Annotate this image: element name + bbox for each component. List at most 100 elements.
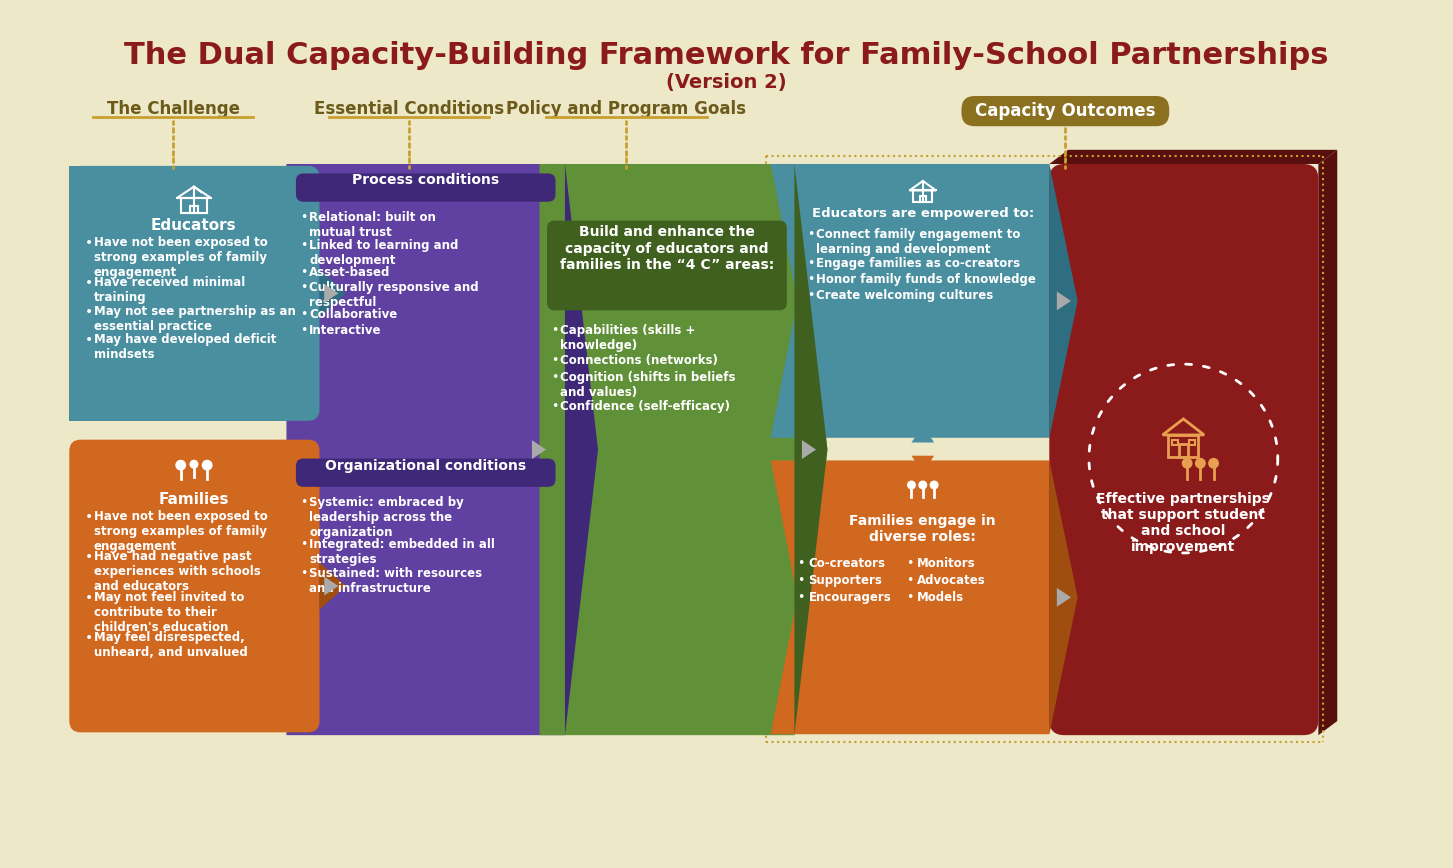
Circle shape bbox=[1196, 458, 1205, 468]
Text: Organizational conditions: Organizational conditions bbox=[324, 458, 526, 472]
Polygon shape bbox=[70, 166, 320, 421]
Text: Systemic: embraced by
leadership across the
organization: Systemic: embraced by leadership across … bbox=[309, 496, 464, 539]
Text: •: • bbox=[551, 371, 558, 384]
Text: •: • bbox=[299, 211, 307, 224]
Circle shape bbox=[1097, 372, 1270, 545]
Text: Have received minimal
training: Have received minimal training bbox=[94, 276, 246, 305]
Text: Connections (networks): Connections (networks) bbox=[561, 354, 718, 367]
Text: Families: Families bbox=[158, 491, 230, 507]
Text: Integrated: embedded in all
strategies: Integrated: embedded in all strategies bbox=[309, 538, 495, 566]
Text: •: • bbox=[299, 239, 307, 252]
Circle shape bbox=[1183, 458, 1191, 468]
Text: •: • bbox=[798, 556, 805, 569]
Text: •: • bbox=[905, 591, 912, 604]
Text: Collaborative: Collaborative bbox=[309, 308, 397, 321]
Text: (Version 2): (Version 2) bbox=[665, 74, 786, 92]
Text: •: • bbox=[299, 567, 307, 580]
Text: •: • bbox=[806, 228, 814, 241]
Polygon shape bbox=[539, 164, 827, 735]
Polygon shape bbox=[532, 440, 546, 459]
Text: May feel disrespected,
unheard, and unvalued: May feel disrespected, unheard, and unva… bbox=[94, 631, 247, 660]
Text: •: • bbox=[806, 273, 814, 286]
Text: •: • bbox=[84, 510, 93, 523]
Text: Have had negative past
experiences with schools
and educators: Have had negative past experiences with … bbox=[94, 550, 260, 593]
Text: Co-creators: Co-creators bbox=[808, 556, 885, 569]
Polygon shape bbox=[802, 440, 817, 459]
Polygon shape bbox=[1049, 150, 1337, 164]
Text: •: • bbox=[551, 354, 558, 367]
Text: Build and enhance the
capacity of educators and
families in the “4 C” areas:: Build and enhance the capacity of educat… bbox=[559, 226, 774, 272]
FancyBboxPatch shape bbox=[296, 458, 555, 487]
Polygon shape bbox=[324, 284, 339, 303]
Text: Sustained: with resources
and infrastructure: Sustained: with resources and infrastruc… bbox=[309, 567, 482, 595]
Text: •: • bbox=[84, 591, 93, 605]
Text: •: • bbox=[84, 333, 93, 347]
Text: •: • bbox=[84, 631, 93, 645]
Polygon shape bbox=[770, 164, 1078, 437]
Polygon shape bbox=[1318, 150, 1337, 735]
Text: Linked to learning and
development: Linked to learning and development bbox=[309, 239, 459, 266]
Text: Cognition (shifts in beliefs
and values): Cognition (shifts in beliefs and values) bbox=[561, 371, 735, 398]
Text: The Dual Capacity-Building Framework for Family-School Partnerships: The Dual Capacity-Building Framework for… bbox=[124, 42, 1328, 70]
Text: •: • bbox=[299, 538, 307, 551]
Text: •: • bbox=[299, 308, 307, 321]
Text: •: • bbox=[84, 550, 93, 564]
Text: Families engage in
diverse roles:: Families engage in diverse roles: bbox=[850, 514, 997, 544]
Text: •: • bbox=[299, 266, 307, 279]
Text: Create welcoming cultures: Create welcoming cultures bbox=[817, 288, 994, 301]
Text: •: • bbox=[84, 276, 93, 290]
Text: May not feel invited to
contribute to their
children's education: May not feel invited to contribute to th… bbox=[94, 591, 244, 634]
Text: May not see partnership as an
essential practice: May not see partnership as an essential … bbox=[94, 305, 296, 332]
Polygon shape bbox=[911, 456, 934, 473]
Text: •: • bbox=[806, 257, 814, 269]
Polygon shape bbox=[320, 562, 346, 609]
Text: Educators: Educators bbox=[151, 218, 237, 233]
Polygon shape bbox=[1056, 588, 1071, 607]
Polygon shape bbox=[795, 164, 827, 735]
Circle shape bbox=[918, 481, 927, 489]
Polygon shape bbox=[1056, 292, 1071, 311]
Text: •: • bbox=[798, 591, 805, 604]
Text: •: • bbox=[299, 324, 307, 337]
Circle shape bbox=[930, 481, 937, 489]
Polygon shape bbox=[911, 425, 934, 443]
Text: Have not been exposed to
strong examples of family
engagement: Have not been exposed to strong examples… bbox=[94, 510, 267, 553]
Text: Honor family funds of knowledge: Honor family funds of knowledge bbox=[817, 273, 1036, 286]
Text: Interactive: Interactive bbox=[309, 324, 382, 337]
Polygon shape bbox=[324, 576, 339, 595]
Text: Process conditions: Process conditions bbox=[352, 174, 498, 187]
Polygon shape bbox=[1049, 164, 1078, 437]
Circle shape bbox=[1209, 458, 1218, 468]
Text: Encouragers: Encouragers bbox=[808, 591, 891, 604]
Text: Connect family engagement to
learning and development: Connect family engagement to learning an… bbox=[817, 228, 1020, 256]
Text: Asset-based: Asset-based bbox=[309, 266, 391, 279]
Text: •: • bbox=[806, 288, 814, 301]
Text: Supporters: Supporters bbox=[808, 574, 882, 587]
FancyBboxPatch shape bbox=[70, 166, 320, 421]
FancyBboxPatch shape bbox=[296, 174, 555, 201]
FancyBboxPatch shape bbox=[962, 96, 1170, 126]
Text: Advocates: Advocates bbox=[917, 574, 987, 587]
Text: Essential Conditions: Essential Conditions bbox=[314, 100, 504, 118]
Polygon shape bbox=[320, 270, 346, 317]
Text: May have developed deficit
mindsets: May have developed deficit mindsets bbox=[94, 333, 276, 361]
Text: Models: Models bbox=[917, 591, 965, 604]
Text: Monitors: Monitors bbox=[917, 556, 976, 569]
Text: •: • bbox=[798, 574, 805, 587]
Circle shape bbox=[908, 481, 915, 489]
Text: Effective partnerships
that support student
and school
improvement: Effective partnerships that support stud… bbox=[1097, 491, 1270, 554]
Text: •: • bbox=[905, 556, 912, 569]
Polygon shape bbox=[1049, 460, 1078, 734]
Text: •: • bbox=[84, 305, 93, 319]
Polygon shape bbox=[770, 460, 1078, 734]
Text: Educators are empowered to:: Educators are empowered to: bbox=[812, 207, 1035, 220]
Text: •: • bbox=[905, 574, 912, 587]
FancyBboxPatch shape bbox=[1049, 164, 1318, 735]
Text: Culturally responsive and
respectful: Culturally responsive and respectful bbox=[309, 281, 478, 309]
Text: Capabilities (skills +
knowledge): Capabilities (skills + knowledge) bbox=[561, 325, 696, 352]
Circle shape bbox=[176, 460, 186, 470]
Text: Engage families as co-creators: Engage families as co-creators bbox=[817, 257, 1020, 269]
Text: Confidence (self-efficacy): Confidence (self-efficacy) bbox=[561, 400, 731, 413]
Text: •: • bbox=[551, 325, 558, 338]
Polygon shape bbox=[286, 164, 599, 735]
